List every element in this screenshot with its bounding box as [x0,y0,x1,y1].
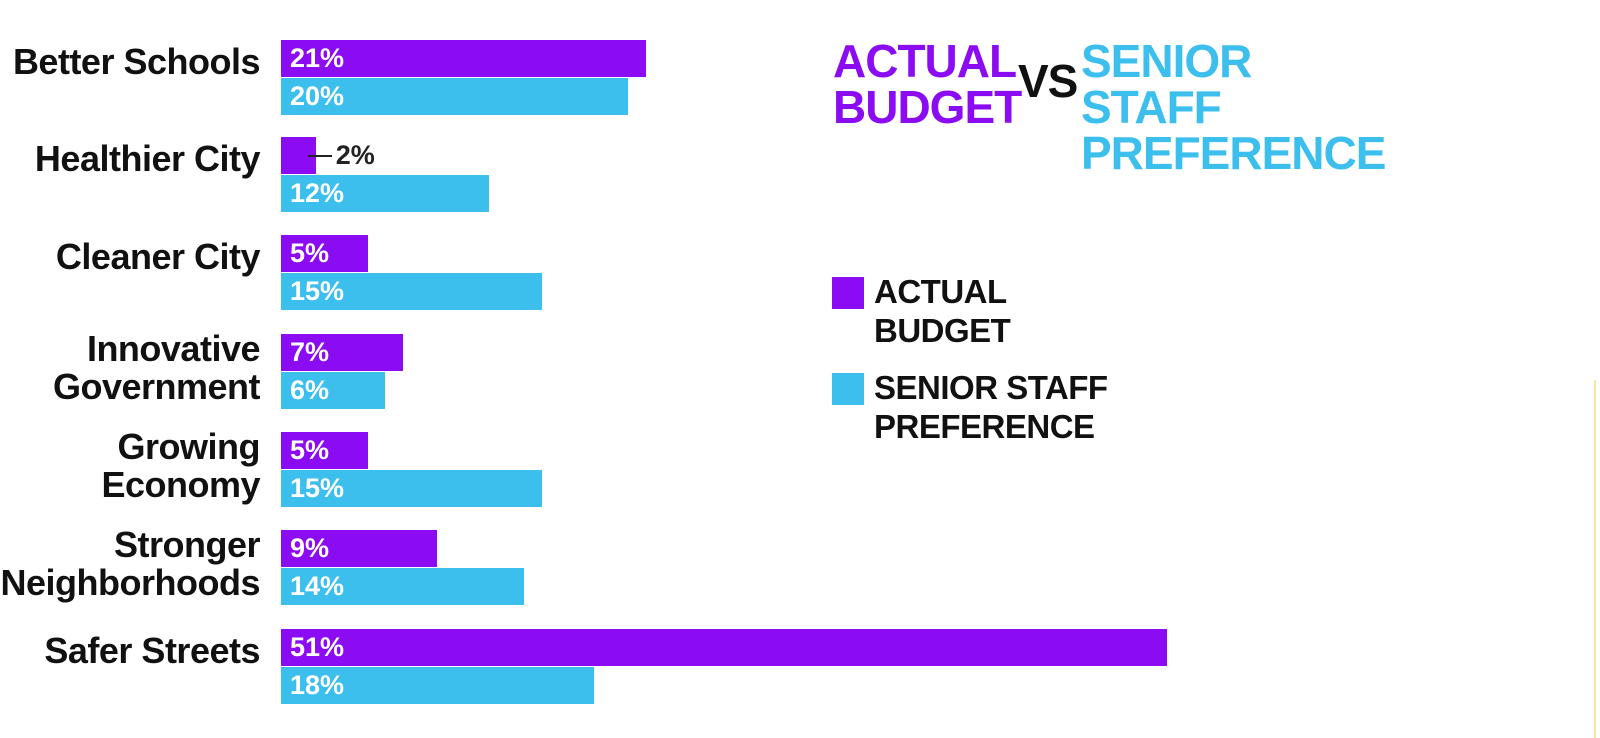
category-label-healthier-city: Healthier City [34,138,261,179]
edge-divider [1594,380,1596,738]
category-label-growing-economy: Growing Economy [101,426,260,505]
category-label-safer-streets: Safer Streets [44,630,260,671]
bar-senior-staff-preference-healthier-city [281,175,490,212]
data-label-actual-budget-better-schools: 21% [290,43,345,73]
bar-senior-staff-preference-innovative-government [281,372,386,409]
data-label-senior-staff-preference-growing-economy: 15% [290,473,345,503]
category-label-better-schools: Better Schools [12,41,261,82]
legend-swatch-senior-staff-preference [832,373,864,405]
data-label-senior-staff-preference-cleaner-city: 15% [290,276,345,306]
legend-label-actual-budget: ACTUAL BUDGET [874,273,1011,349]
bar-senior-staff-preference-safer-streets [281,667,594,704]
category-label-cleaner-city: Cleaner City [55,236,261,277]
bar-actual-budget-growing-economy [281,432,368,469]
data-label-senior-staff-preference-healthier-city: 12% [290,178,345,208]
bar-actual-budget-cleaner-city [281,235,368,272]
bar-actual-budget-stronger-neighborhoods [281,530,438,567]
bar-senior-staff-preference-growing-economy [281,470,542,507]
legend: ACTUAL BUDGET SENIOR STAFF PREFERENCE [832,272,1152,464]
legend-label-senior-staff-preference: SENIOR STAFF PREFERENCE [874,369,1108,445]
data-label-senior-staff-preference-innovative-government: 6% [290,375,330,405]
legend-item-actual-budget: ACTUAL BUDGET [832,272,1152,368]
bar-senior-staff-preference-stronger-neighborhoods [281,568,525,605]
data-label-senior-staff-preference-stronger-neighborhoods: 14% [290,571,345,601]
legend-swatch-actual-budget [832,277,864,309]
chart-title: ACTUAL BUDGET VS SENIOR STAFF PREFERENCE [833,35,1393,176]
bar-actual-budget-safer-streets [281,629,1167,666]
data-label-actual-budget-cleaner-city: 5% [290,238,330,268]
data-label-actual-budget-innovative-government: 7% [290,337,330,367]
bar-senior-staff-preference-cleaner-city [281,273,542,310]
title-senior-staff-preference: SENIOR STAFF PREFERENCE [1081,35,1386,179]
title-actual-budget: ACTUAL BUDGET [833,35,1022,133]
title-vs: VS [1018,55,1078,107]
category-label-stronger-neighborhoods: Stronger Neighborhoods [0,524,261,603]
category-label-innovative-government: Innovative Government [52,328,261,407]
data-label-senior-staff-preference-better-schools: 20% [290,81,345,111]
bar-actual-budget-better-schools [281,40,646,77]
data-label-actual-budget-safer-streets: 51% [290,632,345,662]
bar-actual-budget-innovative-government [281,334,403,371]
leader-line-healthier-city [307,155,332,157]
data-label-actual-budget-growing-economy: 5% [290,435,330,465]
data-label-actual-budget-healthier-city: 2% [335,140,375,170]
bar-senior-staff-preference-better-schools [281,78,629,115]
legend-item-senior-staff-preference: SENIOR STAFF PREFERENCE [832,368,1152,464]
data-label-actual-budget-stronger-neighborhoods: 9% [290,533,330,563]
data-label-senior-staff-preference-safer-streets: 18% [290,670,345,700]
